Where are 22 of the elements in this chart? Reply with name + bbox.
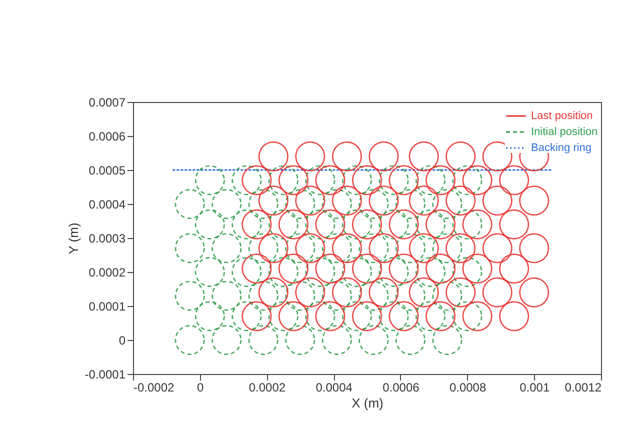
legend-label: Initial position [531, 126, 598, 138]
y-tick-label: 0.0005 [88, 164, 126, 178]
y-tick-label: 0.0004 [88, 198, 126, 212]
y-tick-label: 0.0003 [88, 232, 126, 246]
y-tick-label: 0.0001 [88, 300, 126, 314]
x-axis-title: X (m) [352, 396, 384, 410]
y-tick-label: 0.0006 [88, 130, 126, 144]
y-tick-label: -0.0001 [84, 368, 126, 382]
x-tick-label: 0.0006 [382, 380, 420, 394]
y-tick-label: 0.0002 [88, 266, 126, 280]
x-tick-label: 0.0004 [316, 380, 353, 394]
legend-label: Last position [531, 110, 593, 122]
x-tick-label: 0.0012 [564, 380, 602, 394]
x-tick-label: -0.0002 [134, 380, 175, 394]
x-tick-label: 0.001 [520, 380, 550, 394]
legend-label: Backing ring [531, 142, 592, 154]
y-axis-title: Y (m) [66, 222, 81, 254]
y-tick-label: 0.0007 [88, 96, 126, 110]
x-tick-label: 0.0002 [248, 380, 286, 394]
y-tick-label: 0 [118, 334, 126, 348]
x-tick-label: 0.0008 [449, 380, 486, 394]
x-tick-label: 0 [197, 380, 204, 394]
